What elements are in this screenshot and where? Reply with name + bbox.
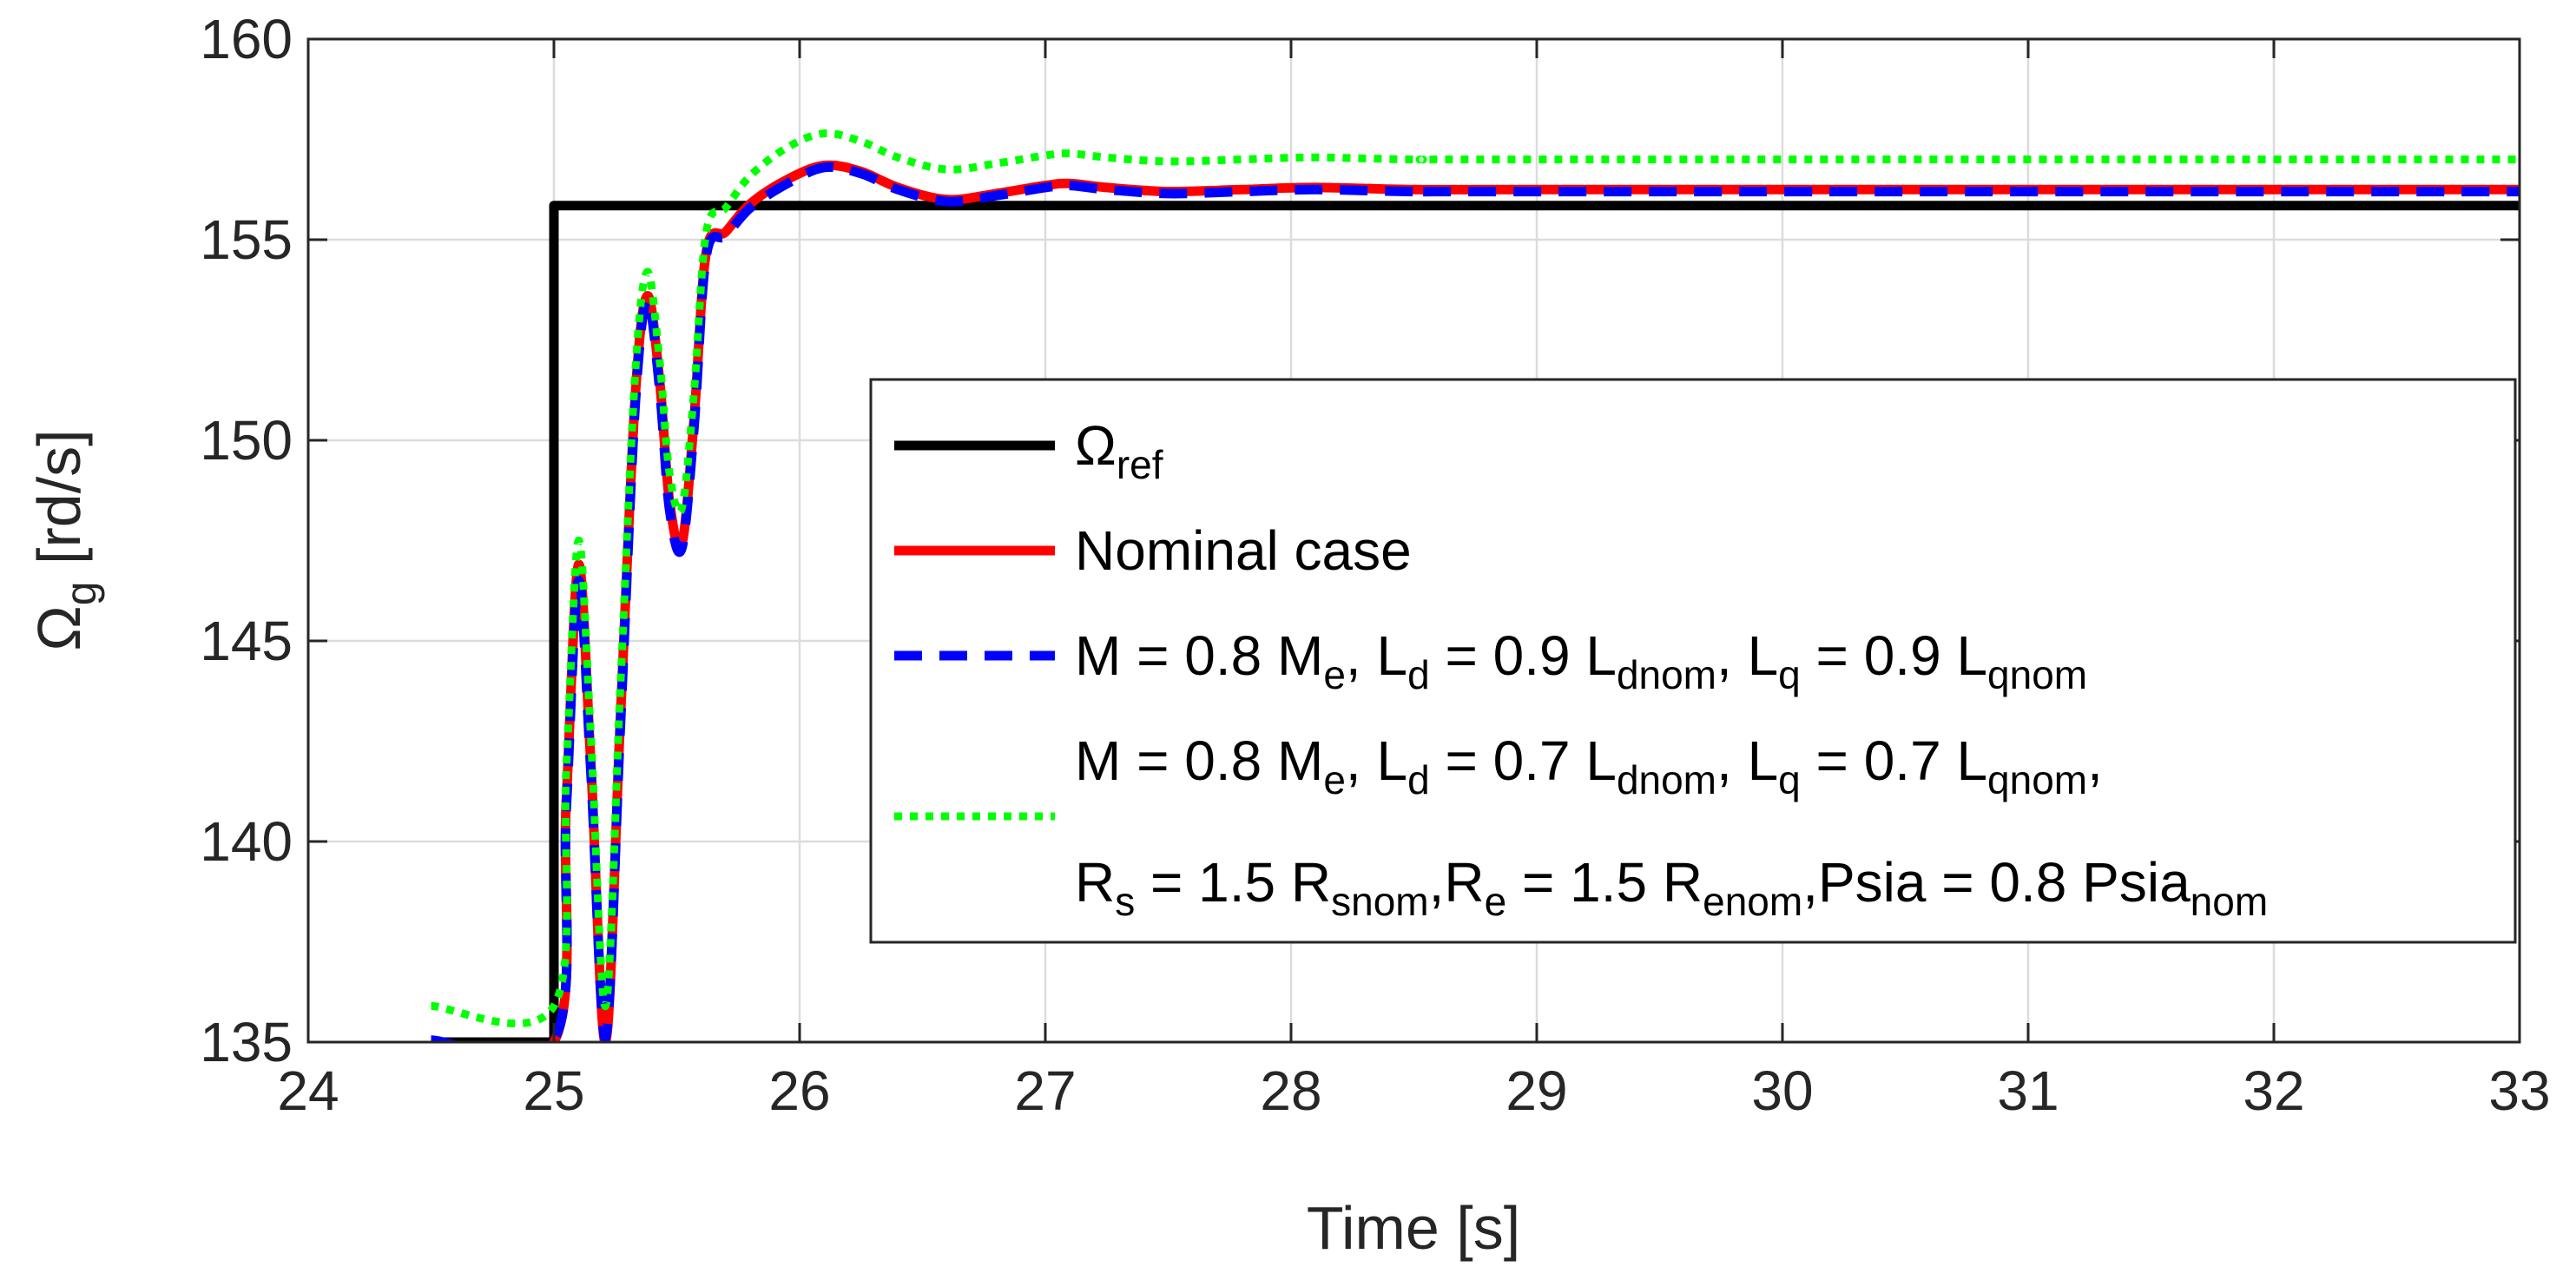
- y-tick-label: 145: [200, 610, 293, 672]
- y-tick-label: 140: [200, 810, 293, 873]
- legend-subscript: d: [1407, 757, 1430, 802]
- legend-text-part: = 1.5 R: [1135, 851, 1331, 914]
- legend-subscript: d: [1407, 652, 1430, 697]
- legend-subscript: dnom: [1617, 757, 1716, 802]
- legend-subscript: snom: [1331, 879, 1428, 924]
- legend-subscript: s: [1115, 879, 1135, 924]
- y-axis-label-sub: g: [56, 581, 105, 605]
- x-axis-ticks: 24 25 26 27 28 29 30 31 32 33: [277, 39, 2551, 1122]
- x-tick-label: 24: [277, 1059, 339, 1122]
- legend-subscript: q: [1778, 652, 1801, 697]
- legend-text-part: = 0.7 L: [1801, 729, 1987, 792]
- x-tick-label: 30: [1751, 1059, 1813, 1122]
- legend-subscript: qnom: [1987, 652, 2087, 697]
- y-tick-label: 150: [200, 409, 293, 472]
- legend-subscript: enom: [1703, 879, 1802, 924]
- legend-text-part: = 1.5 R: [1506, 851, 1703, 914]
- legend-subscript: dnom: [1617, 652, 1716, 697]
- x-tick-label: 29: [1505, 1059, 1567, 1122]
- legend-subscript: e: [1323, 652, 1346, 697]
- x-tick-label: 32: [2243, 1059, 2304, 1122]
- legend-entry-1: Ωref: [1075, 414, 1163, 487]
- x-tick-label: 27: [1014, 1059, 1076, 1122]
- y-tick-label: 160: [200, 8, 293, 70]
- x-tick-label: 33: [2488, 1059, 2550, 1122]
- x-tick-label: 25: [523, 1059, 584, 1122]
- series-line-1: [431, 201, 2520, 1042]
- x-axis-label: Time [s]: [1307, 1194, 1520, 1262]
- series-line-3: [431, 162, 2520, 1042]
- legend-text-part: , L: [1716, 729, 1778, 792]
- legend-subscript: nom: [2191, 879, 2268, 924]
- x-tick-label: 26: [768, 1059, 830, 1122]
- legend-text-part: ,Psia = 0.8 Psia: [1802, 851, 2191, 914]
- y-axis-ticks: 135 140 145 150 155 160: [200, 8, 2520, 1073]
- legend-text-part: M = 0.8 M: [1075, 624, 1323, 687]
- y-axis-label: Ωg [rd/s]: [25, 429, 105, 650]
- legend-subscript: e: [1485, 879, 1507, 924]
- y-tick-label: 135: [200, 1011, 293, 1073]
- legend-text-part: ,R: [1429, 851, 1485, 914]
- y-axis-label-main: Ω: [25, 605, 93, 650]
- legend-entry-4-line2: Rs = 1.5 Rsnom,Re = 1.5 Renom,Psia = 0.8…: [1075, 851, 2268, 924]
- series-group: [431, 129, 2520, 1042]
- legend-entry-4: M = 0.8 Me, Ld = 0.7 Ldnom, Lq = 0.7 Lqn…: [1075, 729, 2103, 802]
- legend-text-part: = 0.7 L: [1430, 729, 1617, 792]
- legend-text-part: , L: [1346, 729, 1407, 792]
- y-axis-label-unit: [rd/s]: [25, 429, 93, 581]
- legend-subscript: e: [1323, 757, 1346, 802]
- plot-frame: [306, 37, 2521, 1044]
- legend-text-part: = 0.9 L: [1430, 624, 1617, 687]
- legend-text-part: R: [1075, 851, 1115, 914]
- legend-text-part: = 0.9 L: [1801, 624, 1987, 687]
- legend-text-part: , L: [1716, 624, 1778, 687]
- legend-subscript: qnom: [1987, 757, 2087, 802]
- y-tick-label: 155: [200, 208, 293, 271]
- legend-box: [869, 378, 2517, 944]
- legend-text-part: , L: [1346, 624, 1407, 687]
- legend-text-part: ,: [2087, 729, 2103, 792]
- legend-text-part: M = 0.8 M: [1075, 729, 1323, 792]
- legend-entry-3: M = 0.8 Me, Ld = 0.9 Ldnom, Lq = 0.9 Lqn…: [1075, 624, 2087, 697]
- legend-subscript: ref: [1117, 442, 1163, 487]
- legend-swatches: [894, 440, 1055, 821]
- x-tick-label: 31: [1997, 1059, 2059, 1122]
- legend-subscript: q: [1778, 757, 1801, 802]
- x-tick-label: 28: [1260, 1059, 1321, 1122]
- legend-text-part: Ω: [1075, 414, 1117, 477]
- legend-entry-2: Nominal case: [1075, 519, 1412, 582]
- legend-text-part: Nominal case: [1075, 519, 1412, 582]
